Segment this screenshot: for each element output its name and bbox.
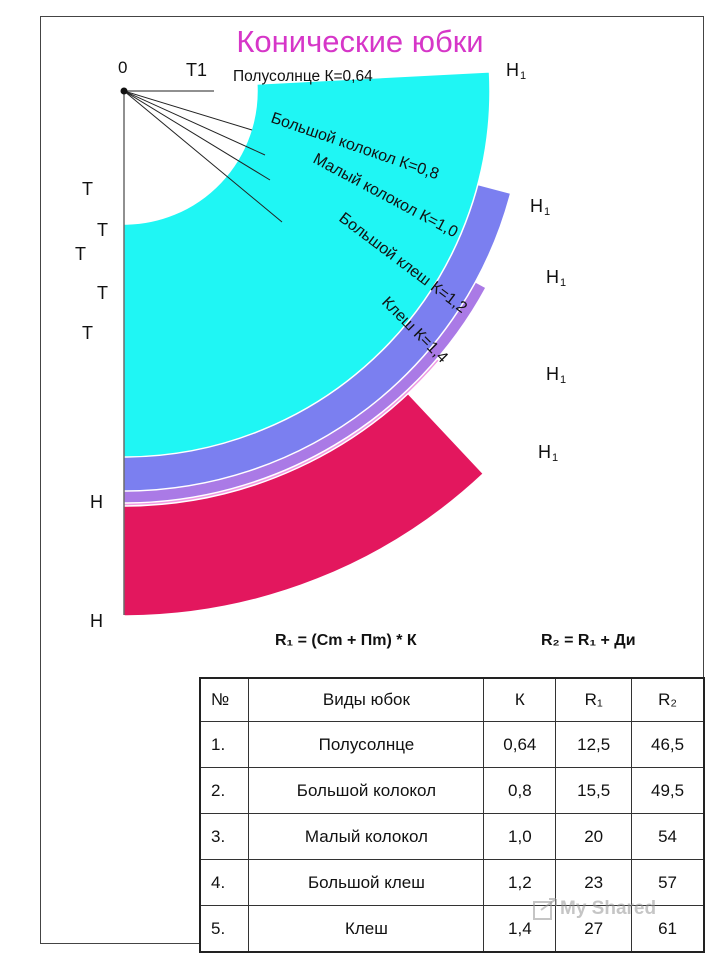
table-header-row: № Виды юбок К R₁ R₂	[199, 677, 705, 722]
cell-k: 0,8	[483, 767, 557, 814]
header-r1: R₁	[555, 677, 633, 722]
label-h1: Н 1	[530, 196, 550, 218]
cell-k: 1,2	[483, 859, 557, 906]
label-h1-letter: Н	[538, 442, 551, 462]
label-t: Т	[75, 244, 86, 264]
cell-r2: 61	[631, 905, 705, 953]
label-h1: Н 1	[506, 60, 526, 82]
label-h1-subscript: 1	[552, 452, 558, 464]
label-h: Н	[90, 611, 103, 631]
cell-skirt-name: Большой колокол	[248, 767, 485, 814]
skirt-pattern-diagram: Полусолнце К=0,64 Большой колокол К=0,8 …	[75, 58, 566, 631]
guide-line	[123, 90, 253, 131]
cell-skirt-name: Полусолнце	[248, 721, 485, 768]
guide-line	[123, 90, 271, 181]
cell-number: 2.	[199, 767, 250, 814]
cell-r1: 15,5	[555, 767, 633, 814]
sector-polusolntse	[123, 71, 491, 458]
label-origin: 0	[118, 58, 127, 77]
cell-r2: 49,5	[631, 767, 705, 814]
label-h1-subscript: 1	[560, 374, 566, 386]
cell-k: 0,64	[483, 721, 557, 768]
label-t: Т	[97, 283, 108, 303]
cell-r1: 12,5	[555, 721, 633, 768]
cell-skirt-name: Малый колокол	[248, 813, 485, 860]
label-t: Т	[82, 323, 93, 343]
table-row: 5. Клеш 1,4 27 61	[199, 905, 705, 953]
label-h1: Н 1	[538, 442, 558, 464]
page-title: Конические юбки	[236, 24, 484, 59]
label-t: Т	[97, 220, 108, 240]
label-h1-subscript: 1	[544, 206, 550, 218]
header-skirt-type: Виды юбок	[248, 677, 485, 722]
table-row: 3. Малый колокол 1,0 20 54	[199, 813, 705, 860]
label-h1-letter: Н	[506, 60, 519, 80]
label-h1-letter: Н	[546, 364, 559, 384]
table-row: 2. Большой колокол 0,8 15,5 49,5	[199, 767, 705, 814]
cell-r1: 23	[555, 859, 633, 906]
label-polusolntse: Полусолнце К=0,64	[233, 68, 373, 85]
cell-r2: 46,5	[631, 721, 705, 768]
cell-number: 4.	[199, 859, 250, 906]
label-h1: Н 1	[546, 267, 566, 289]
cell-skirt-name: Клеш	[248, 905, 485, 953]
cell-k: 1,4	[483, 905, 557, 953]
formula-r2: R₂ = R₁ + Ди	[541, 632, 636, 649]
label-h1-subscript: 1	[560, 277, 566, 289]
table-row: 4. Большой клеш 1,2 23 57	[199, 859, 705, 906]
header-r2: R₂	[631, 677, 705, 722]
header-k: К	[483, 677, 557, 722]
skirt-types-table: № Виды юбок К R₁ R₂ 1. Полусолнце 0,64 1…	[199, 677, 705, 953]
cell-r2: 54	[631, 813, 705, 860]
label-h1-subscript: 1	[520, 70, 526, 82]
cell-r1: 20	[555, 813, 633, 860]
label-t1: Т1	[186, 60, 207, 80]
label-h: Н	[90, 492, 103, 512]
label-t: Т	[82, 179, 93, 199]
watermark-text: My Shared	[560, 898, 657, 919]
guide-line	[123, 90, 283, 223]
label-h1: Н 1	[546, 364, 566, 386]
cell-skirt-name: Большой клеш	[248, 859, 485, 906]
table-row: 1. Полусолнце 0,64 12,5 46,5	[199, 721, 705, 768]
header-number: №	[199, 677, 250, 722]
label-h1-letter: Н	[546, 267, 559, 287]
radial-guide-lines	[123, 90, 283, 615]
cell-k: 1,0	[483, 813, 557, 860]
cell-r2: 57	[631, 859, 705, 906]
cell-number: 5.	[199, 905, 250, 953]
cell-number: 1.	[199, 721, 250, 768]
guide-line	[123, 90, 266, 156]
formula-r1: R₁ = (Cm + Пm) * К	[275, 632, 417, 649]
label-h1-letter: Н	[530, 196, 543, 216]
watermark-share-icon	[533, 898, 557, 920]
origin-point	[120, 87, 128, 95]
cell-number: 3.	[199, 813, 250, 860]
